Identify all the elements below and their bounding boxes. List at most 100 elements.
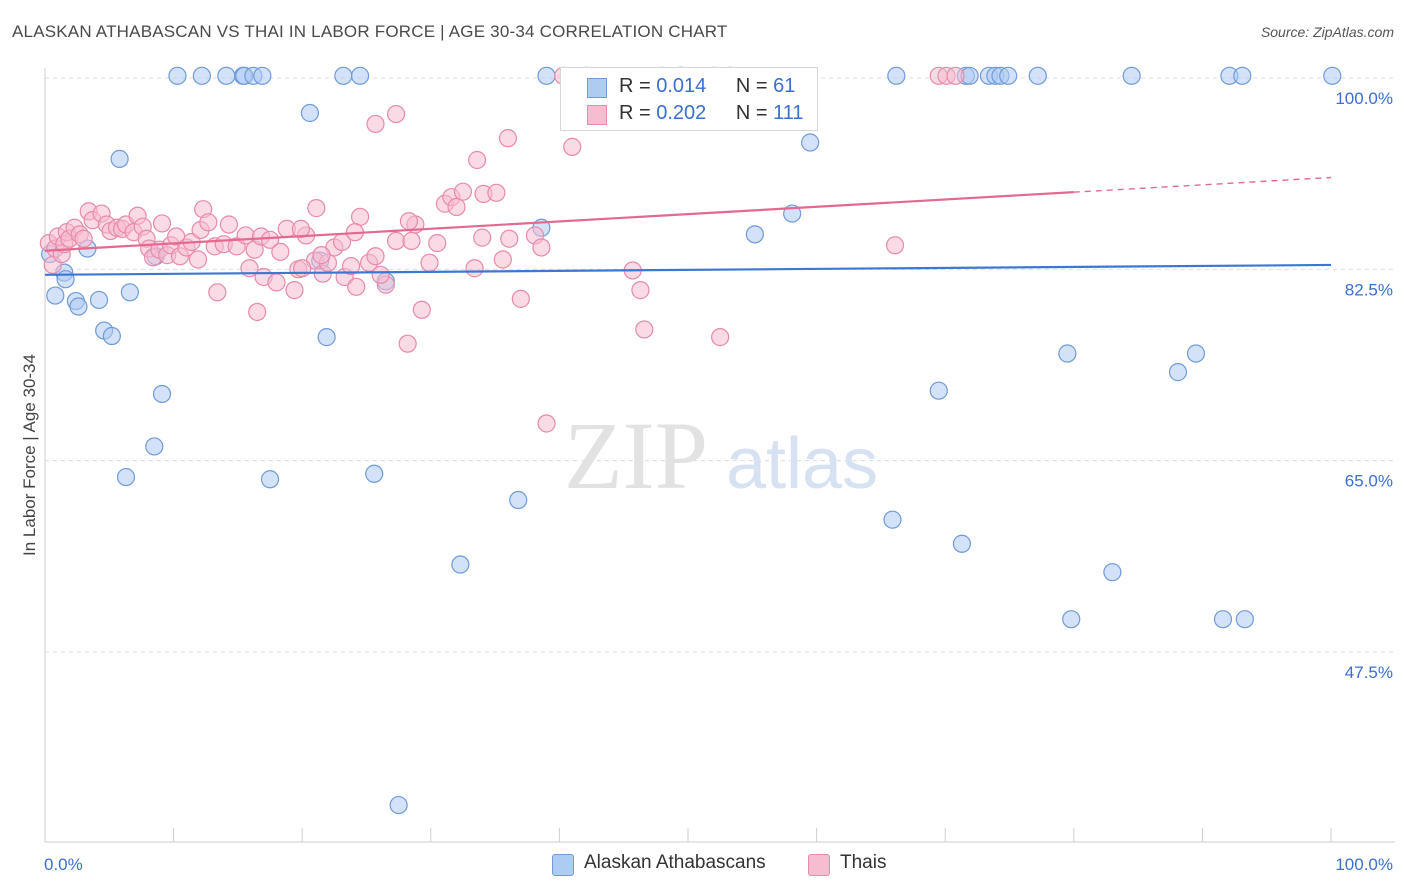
y-axis-label: In Labor Force | Age 30-34 [20,354,39,556]
legend-r-label: R = [619,75,657,97]
data-point-thais [350,207,370,226]
data-point-thais [487,183,506,202]
legend-item-alaskan-athabascans: Alaskan Athabascans [552,852,766,876]
data-point-thais [307,199,326,218]
data-point-alaskan-athabascans [365,464,384,483]
data-point-alaskan-athabascans [168,66,187,85]
data-point-thais [293,259,312,278]
series-alaskan-athabascans [41,66,1342,815]
data-point-thais [219,215,238,234]
legend-swatch-blue [587,78,607,98]
data-point-alaskan-athabascans [537,66,556,85]
watermark-atlas: atlas [726,424,878,504]
data-point-thais [402,231,421,251]
y-tick-labels: 47.5% 65.0% 82.5% 100.0% [1335,89,1393,682]
data-point-thais [493,250,512,269]
data-point-alaskan-athabascans [801,133,820,152]
data-point-thais [312,246,331,265]
data-point-thais [532,238,551,257]
data-point-thais [473,228,492,247]
data-point-thais [341,256,361,276]
data-point-alaskan-athabascans [1028,66,1047,85]
data-point-alaskan-athabascans [1058,344,1077,363]
data-point-thais [465,259,484,278]
trendline-thais [44,191,1074,252]
data-point-thais [631,281,650,300]
legend-row-blue: R = 0.014 N = 61 [587,75,795,98]
data-point-thais [398,334,417,353]
data-point-alaskan-athabascans [929,381,948,400]
data-point-alaskan-athabascans [1186,344,1206,363]
data-point-thais [399,212,419,231]
legend-n-label: N = [735,75,774,97]
data-point-alaskan-athabascans [1233,66,1252,85]
trendline-thais-extension [1073,176,1332,193]
data-point-alaskan-athabascans [120,283,139,302]
data-point-alaskan-athabascans [952,534,972,553]
data-point-thais [946,66,965,85]
data-point-alaskan-athabascans [260,470,280,489]
data-point-alaskan-athabascans [350,66,370,85]
data-point-alaskan-athabascans [1235,610,1254,629]
y-tick-label: 100.0% [1335,89,1393,108]
data-point-thais [447,197,466,217]
data-point-alaskan-athabascans [145,437,164,456]
data-point-thais [453,182,473,201]
x-tick-label: 0.0% [44,855,83,874]
data-point-thais [366,114,385,134]
watermark-zip: ZIP [564,402,708,509]
legend-swatch-pink [808,854,830,876]
y-tick-label: 82.5% [1345,280,1393,299]
data-point-alaskan-athabascans [1323,66,1342,85]
trendline-alaskan-athabascans [44,263,1332,276]
legend-row-pink: R = 0.202 N = 111 [587,102,804,125]
data-point-alaskan-athabascans [317,328,336,347]
legend-swatch-pink [587,105,607,125]
data-point-thais [500,229,519,248]
data-point-thais [467,150,487,170]
data-point-thais [152,214,172,233]
data-point-alaskan-athabascans [300,103,320,123]
data-point-alaskan-athabascans [116,467,136,487]
legend-r-label: R = [619,102,657,124]
legend-label: Alaskan Athabascans [584,852,766,873]
source-label: Source: ZipAtlas.com [1260,24,1394,40]
data-point-thais [199,213,218,232]
data-point-thais [635,320,654,339]
data-point-thais [371,265,390,284]
data-point-alaskan-athabascans [999,66,1018,85]
data-point-thais [428,233,447,253]
data-point-thais [386,104,406,124]
data-point-thais [260,230,280,249]
chart-title: ALASKAN ATHABASCAN VS THAI IN LABOR FORC… [12,22,728,41]
data-point-alaskan-athabascans [745,225,764,244]
data-point-alaskan-athabascans [89,290,109,310]
data-point-alaskan-athabascans [102,326,121,346]
data-point-thais [366,247,385,266]
data-point-thais [208,283,227,302]
legend-n-value: 61 [773,75,796,97]
data-point-thais [537,414,556,433]
data-point-alaskan-athabascans [1213,610,1233,629]
data-point-thais [420,253,439,272]
series-thais [39,66,965,433]
data-point-alaskan-athabascans [1062,610,1081,629]
y-tick-label: 65.0% [1345,472,1393,491]
axes [44,68,1395,843]
legend-swatch-blue [552,854,574,876]
data-point-thais [412,300,431,319]
legend-r-value: 0.202 [656,102,707,124]
y-tick-label: 47.5% [1345,663,1393,682]
legend-label: Thais [840,852,887,873]
legend-r-value: 0.014 [656,75,707,97]
data-point-alaskan-athabascans [192,66,211,85]
data-point-alaskan-athabascans [451,555,470,574]
x-tick-label: 100.0% [1335,855,1393,874]
legend-n-label: N = [735,102,774,124]
data-point-thais [511,289,530,308]
data-point-thais [711,328,730,347]
trendlines [44,176,1332,276]
data-point-thais [386,231,406,251]
data-point-alaskan-athabascans [1122,66,1141,85]
data-point-thais [248,302,267,322]
